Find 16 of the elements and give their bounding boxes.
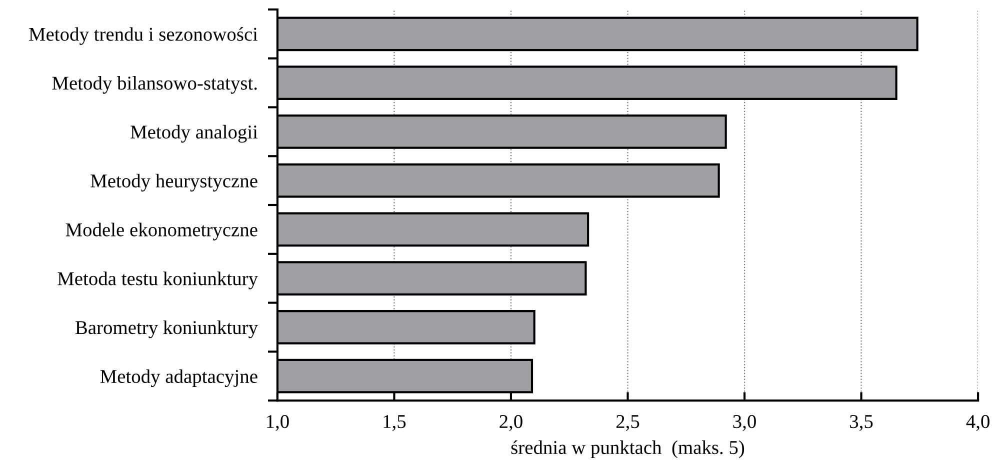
x-tick-label: 3,5 [850, 415, 873, 431]
x-tick-label: 1,5 [384, 415, 406, 431]
x-axis-title: średnia w punktach (maks. 5) [511, 440, 744, 458]
y-tick-label: Metody adaptacyjne [100, 369, 258, 388]
x-tick-label: 2,5 [616, 415, 640, 431]
y-tick-label: Metody analogii [130, 124, 258, 143]
x-tick-label: 4,0 [966, 414, 990, 431]
y-tick-label: Metoda testu koniunktury [58, 272, 258, 290]
x-tick-label: 1,0 [267, 414, 289, 431]
y-tick-label: Metody heurystyczne [90, 174, 258, 192]
x-tick-label: 3,0 [733, 414, 756, 431]
y-tick-label: Barometry koniunktury [75, 320, 258, 338]
y-tick-label: Metody trendu i sezonowości [29, 27, 258, 45]
x-tick-label: 2,0 [500, 414, 522, 431]
y-tick-label: Modele ekonometryczne [66, 222, 258, 240]
y-tick-label: Metody bilansowo-statyst. [52, 76, 257, 94]
